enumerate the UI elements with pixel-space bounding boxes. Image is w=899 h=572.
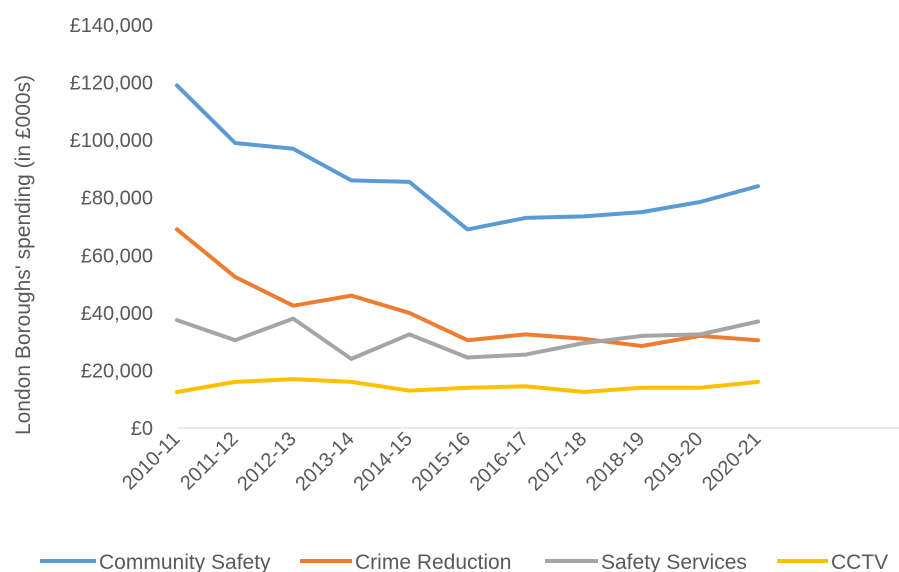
- y-tick-label: £80,000: [81, 188, 153, 210]
- x-tick-label: 2014-15: [349, 428, 416, 495]
- x-tick-label: 2020-21: [698, 428, 765, 495]
- legend-label: Community Safety: [99, 551, 271, 572]
- legend-label: Safety Services: [601, 551, 747, 572]
- series-line-1: [175, 83, 760, 232]
- y-tick-label: £140,000: [70, 15, 153, 37]
- x-axis-ticks: 2010-112011-122012-132013-142014-152015-…: [118, 428, 765, 495]
- y-tick-label: £60,000: [81, 245, 153, 267]
- series-layer: [175, 83, 760, 394]
- x-tick-label: 2011-12: [176, 428, 242, 494]
- y-tick-label: £120,000: [70, 73, 153, 95]
- y-tick-label: £20,000: [81, 360, 153, 382]
- x-tick-label: 2015-16: [408, 428, 475, 495]
- legend-label: CCTV: [831, 551, 888, 572]
- series-line-3: [175, 316, 760, 361]
- x-tick-label: 2019-20: [640, 428, 707, 495]
- legend-label: Crime Reduction: [355, 551, 511, 572]
- x-tick-label: 2018-19: [582, 428, 649, 495]
- x-tick-label: 2017-18: [524, 428, 591, 495]
- y-axis-title: London Boroughs' spending (in £000s): [12, 75, 35, 435]
- x-tick-label: 2016-17: [466, 428, 533, 495]
- x-tick-label: 2013-14: [291, 428, 358, 495]
- y-axis-ticks: £0 £20,000 £40,000 £60,000 £80,000 £100,000 £1…: [70, 15, 153, 440]
- y-tick-label: £40,000: [81, 303, 153, 325]
- y-tick-label: £0: [131, 418, 153, 440]
- legend: Community Safety Crime Reduction Safety Se…: [40, 551, 888, 572]
- series-line-4: [175, 377, 760, 394]
- x-tick-label: 2012-13: [233, 428, 300, 495]
- y-tick-label: £100,000: [70, 130, 153, 152]
- series-line-2: [175, 227, 760, 348]
